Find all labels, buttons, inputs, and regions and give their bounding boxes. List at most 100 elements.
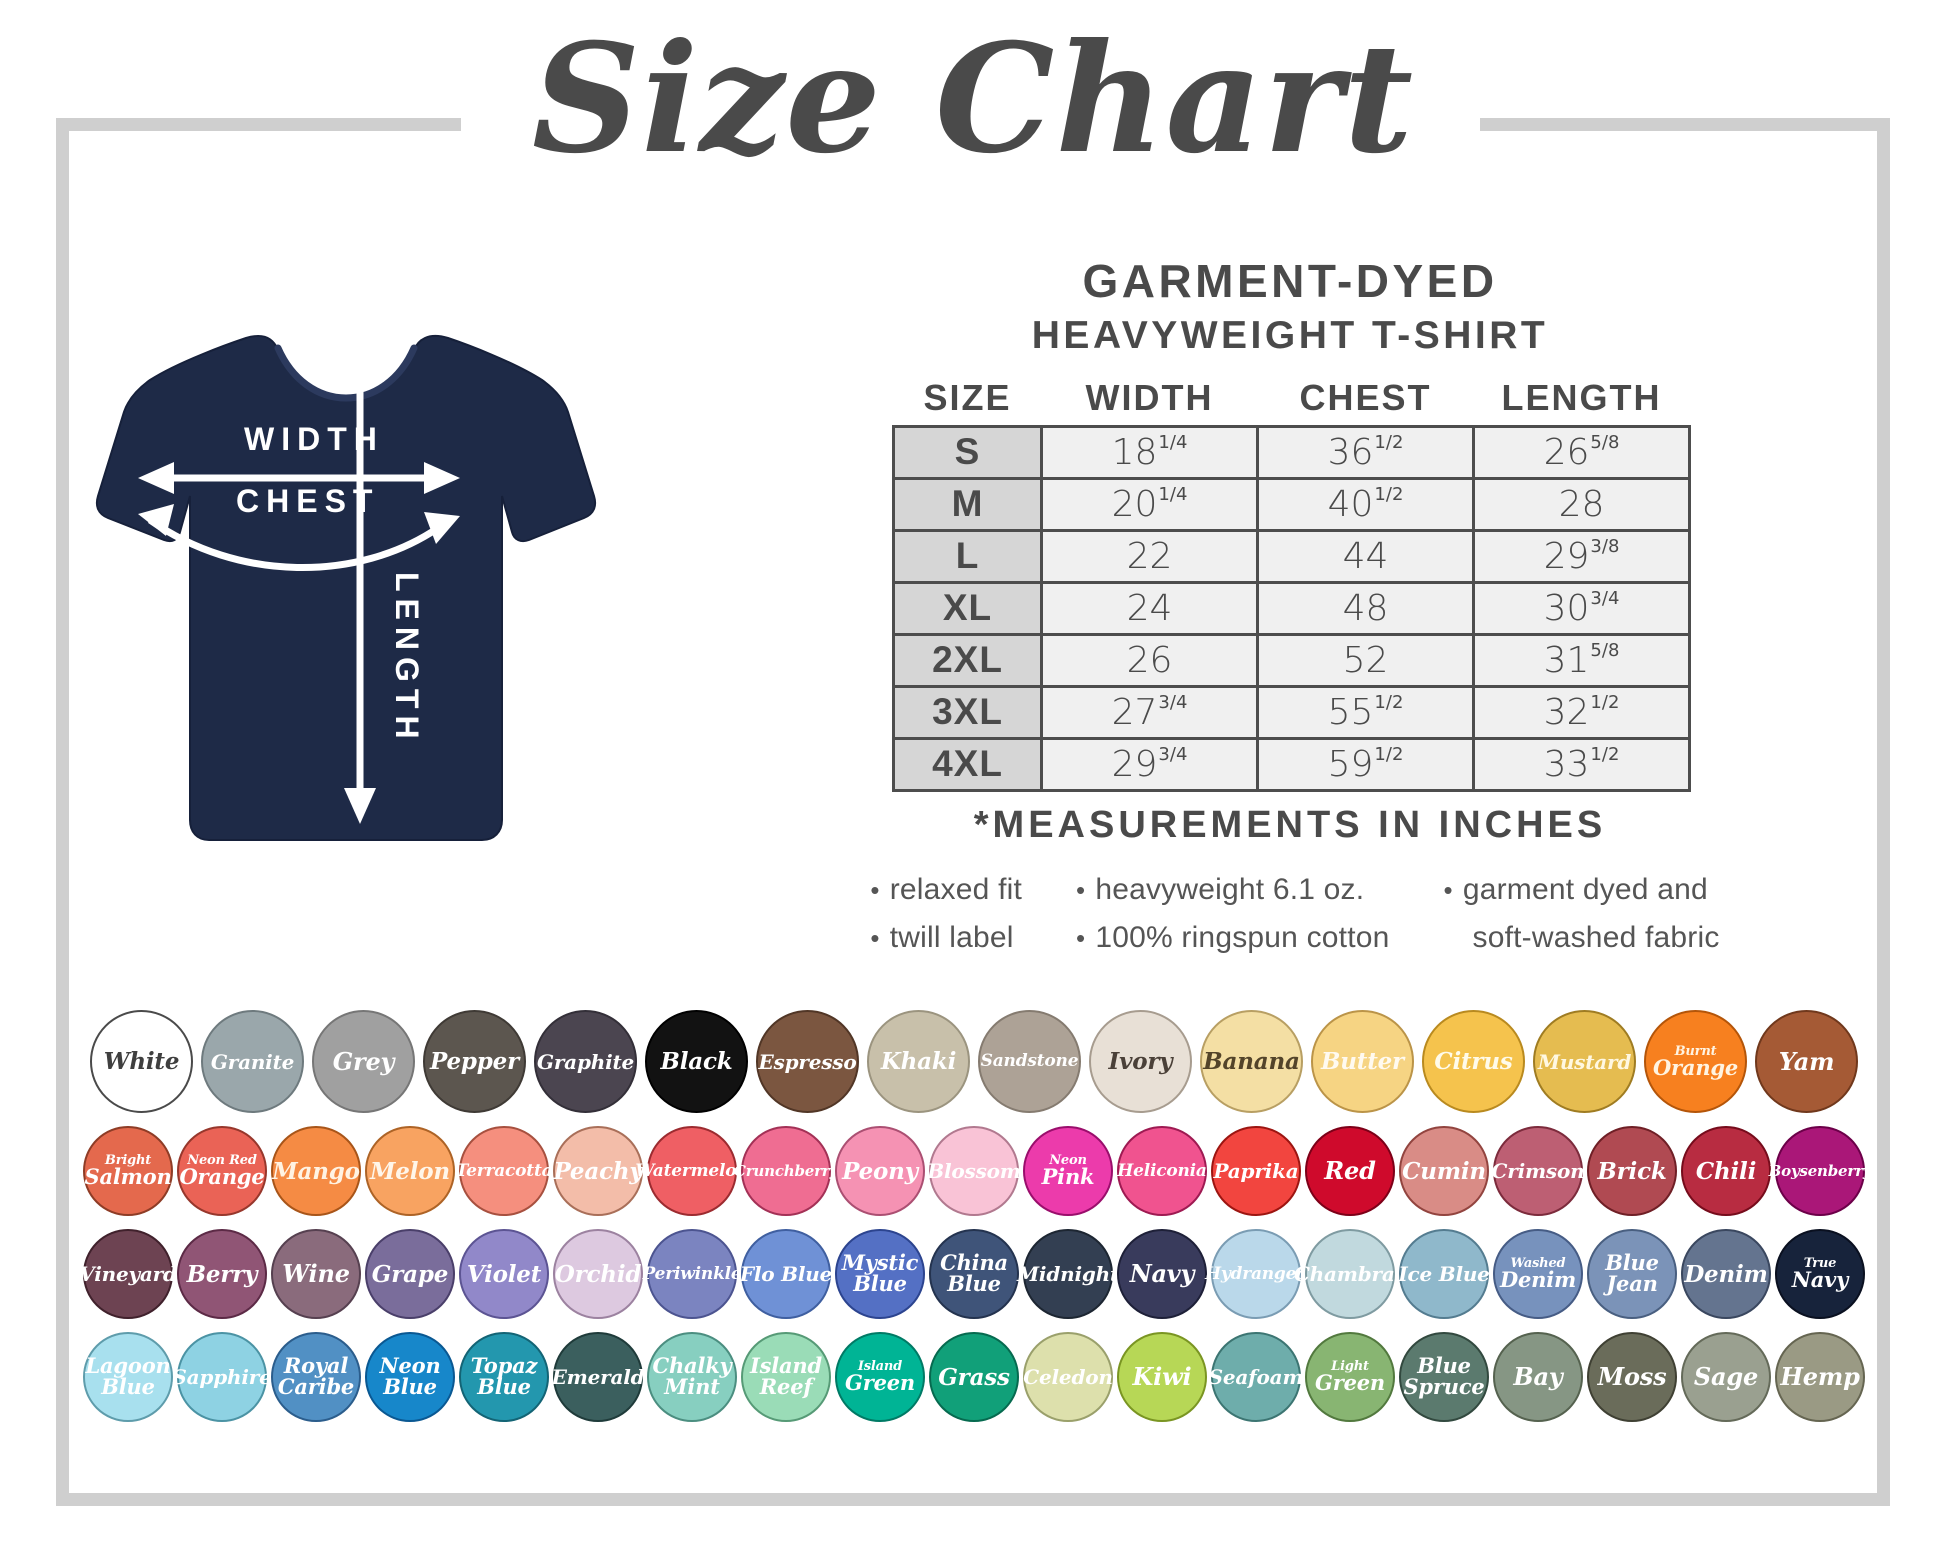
color-swatch[interactable]: Sage	[1681, 1332, 1771, 1422]
color-swatch[interactable]: Banana	[1200, 1010, 1303, 1113]
column-header-chest: CHEST	[1299, 376, 1432, 418]
color-swatch[interactable]: Denim	[1681, 1229, 1771, 1319]
color-swatch[interactable]: Grass	[929, 1332, 1019, 1422]
color-swatch[interactable]: Crunchberry	[734, 1126, 838, 1216]
color-swatch-label: Peachy	[553, 1157, 643, 1185]
color-swatch-label: Lagoon Blue	[82, 1356, 173, 1397]
color-swatch[interactable]: Hemp	[1775, 1332, 1865, 1422]
color-swatch[interactable]: Brick	[1587, 1126, 1677, 1216]
color-swatch[interactable]: Chili	[1681, 1126, 1771, 1216]
color-swatch[interactable]: Flo Blue	[740, 1229, 832, 1319]
color-swatch-label: Espresso	[758, 1049, 857, 1074]
color-swatch[interactable]: Island Green	[835, 1332, 925, 1422]
color-swatch[interactable]: Island Reef	[741, 1332, 831, 1422]
color-swatch[interactable]: Sandstone	[978, 1010, 1081, 1113]
color-swatch[interactable]: Ice Blue	[1398, 1229, 1490, 1319]
color-swatch-label: Ivory	[1108, 1048, 1173, 1075]
color-swatch[interactable]: Wine	[271, 1229, 361, 1319]
color-swatch-label: Citrus	[1434, 1048, 1513, 1075]
color-swatch[interactable]: Midnight	[1017, 1229, 1119, 1319]
product-title: GARMENT-DYED	[1082, 255, 1498, 307]
color-swatch[interactable]: China Blue	[929, 1229, 1019, 1319]
color-swatch[interactable]: Vineyard	[79, 1229, 177, 1319]
color-swatch-label: Yam	[1778, 1046, 1835, 1076]
color-swatch[interactable]: Granite	[201, 1010, 304, 1113]
color-swatch[interactable]: Neon Red Orange	[177, 1126, 267, 1216]
color-swatch-label: Topaz Blue	[468, 1356, 540, 1397]
color-swatch-label: Island Green	[842, 1360, 918, 1394]
color-swatch[interactable]: Red	[1305, 1126, 1395, 1216]
color-swatch-label-top: Chalky	[652, 1353, 732, 1379]
color-swatch[interactable]: Chalky Mint	[647, 1332, 737, 1422]
color-swatch[interactable]: Paprika	[1211, 1126, 1301, 1216]
color-swatch[interactable]: Crimson	[1492, 1126, 1585, 1216]
color-swatch[interactable]: Topaz Blue	[459, 1332, 549, 1422]
color-swatch[interactable]: Khaki	[867, 1010, 970, 1113]
color-swatch[interactable]: Washed Denim	[1493, 1229, 1583, 1319]
color-swatch-label: Black	[660, 1048, 733, 1075]
color-swatch[interactable]: Black	[645, 1010, 748, 1113]
color-swatch[interactable]: Mango	[271, 1126, 361, 1216]
color-swatch[interactable]: Ivory	[1089, 1010, 1192, 1113]
feature-column: • relaxed fit • twill label	[870, 873, 1022, 955]
color-swatch[interactable]: Graphite	[534, 1010, 637, 1113]
color-swatch[interactable]: Kiwi	[1117, 1332, 1207, 1422]
color-swatch[interactable]: Navy	[1117, 1229, 1207, 1319]
color-swatch[interactable]: Seafoam	[1209, 1332, 1304, 1422]
color-swatch[interactable]: Mystic Blue	[835, 1229, 925, 1319]
color-swatch[interactable]: Bay	[1493, 1332, 1583, 1422]
color-swatch[interactable]: Light Green	[1305, 1332, 1395, 1422]
table-header-row: SIZE WIDTH CHEST LENGTH	[894, 377, 1690, 427]
color-swatch[interactable]: Periwinkle	[642, 1229, 742, 1319]
color-swatch[interactable]: Blossom	[927, 1126, 1021, 1216]
color-swatch[interactable]: Yam	[1755, 1010, 1858, 1113]
color-swatch[interactable]: Celedon	[1023, 1332, 1113, 1422]
color-swatch[interactable]: Lagoon Blue	[83, 1332, 173, 1422]
color-swatch[interactable]: Butter	[1311, 1010, 1414, 1113]
color-swatch[interactable]: Peony	[835, 1126, 925, 1216]
color-swatch-label-main: Blue	[477, 1374, 531, 1399]
color-swatch[interactable]: Neon Blue	[365, 1332, 455, 1422]
color-swatch[interactable]: Heliconia	[1117, 1126, 1207, 1216]
color-swatch[interactable]: True Navy	[1775, 1229, 1865, 1319]
color-swatch[interactable]: Moss	[1587, 1332, 1677, 1422]
color-swatch-label: Brick	[1597, 1157, 1667, 1185]
color-swatch-label: Chili	[1695, 1157, 1757, 1185]
color-swatch[interactable]: Berry	[177, 1229, 267, 1319]
color-swatch[interactable]: Hydrangea	[1205, 1229, 1307, 1319]
color-swatch-label-top: Mystic	[841, 1250, 919, 1276]
color-swatch[interactable]: Burnt Orange	[1644, 1010, 1747, 1113]
size-table-body: S 181/4 361/2 265/8 M 201/4 401/2 28 L 22 44 293/8 X…	[892, 424, 1691, 792]
color-swatch[interactable]: White	[90, 1010, 193, 1113]
color-swatch[interactable]: Royal Caribe	[271, 1332, 361, 1422]
frame-border-left	[56, 118, 69, 1506]
color-swatch[interactable]: Blue Spruce	[1399, 1332, 1489, 1422]
color-swatch[interactable]: Emerald	[552, 1332, 645, 1422]
color-swatch-label: Periwinkle	[642, 1263, 742, 1284]
color-swatch[interactable]: Terracotta	[456, 1126, 553, 1216]
color-swatch[interactable]: Bright Salmon	[83, 1126, 173, 1216]
color-swatch[interactable]: Watermelon	[635, 1126, 749, 1216]
cell-size: 2XL	[892, 632, 1043, 688]
color-swatch[interactable]: Sapphire	[172, 1332, 272, 1422]
color-swatch[interactable]: Grey	[312, 1010, 415, 1113]
color-swatch[interactable]: Espresso	[756, 1010, 859, 1113]
color-swatch[interactable]: Neon Pink	[1023, 1126, 1113, 1216]
color-swatch-label-main: Caribe	[277, 1374, 355, 1399]
color-swatch[interactable]: Blue Jean	[1587, 1229, 1677, 1319]
color-swatch[interactable]: Citrus	[1422, 1010, 1525, 1113]
color-swatch-label: Navy	[1129, 1259, 1195, 1288]
color-swatch[interactable]: Boysenberry	[1769, 1126, 1872, 1216]
color-swatch[interactable]: Violet	[459, 1229, 549, 1319]
color-swatch[interactable]: Grape	[365, 1229, 455, 1319]
color-swatch[interactable]: Melon	[365, 1126, 455, 1216]
color-swatch[interactable]: Pepper	[423, 1010, 526, 1113]
feature-bullet-label: twill label	[889, 920, 1014, 954]
color-swatch[interactable]: Cumin	[1399, 1126, 1489, 1216]
page-title: Size Chart	[531, 11, 1415, 187]
color-swatch[interactable]: Chambray	[1294, 1229, 1406, 1319]
color-swatch[interactable]: Peachy	[553, 1126, 643, 1216]
color-swatch[interactable]: Orchid	[553, 1229, 643, 1319]
swatch-row: Bright Salmon Neon Red Orange Mango Melon Terr…	[70, 1126, 1878, 1216]
color-swatch[interactable]: Mustard	[1533, 1010, 1636, 1113]
